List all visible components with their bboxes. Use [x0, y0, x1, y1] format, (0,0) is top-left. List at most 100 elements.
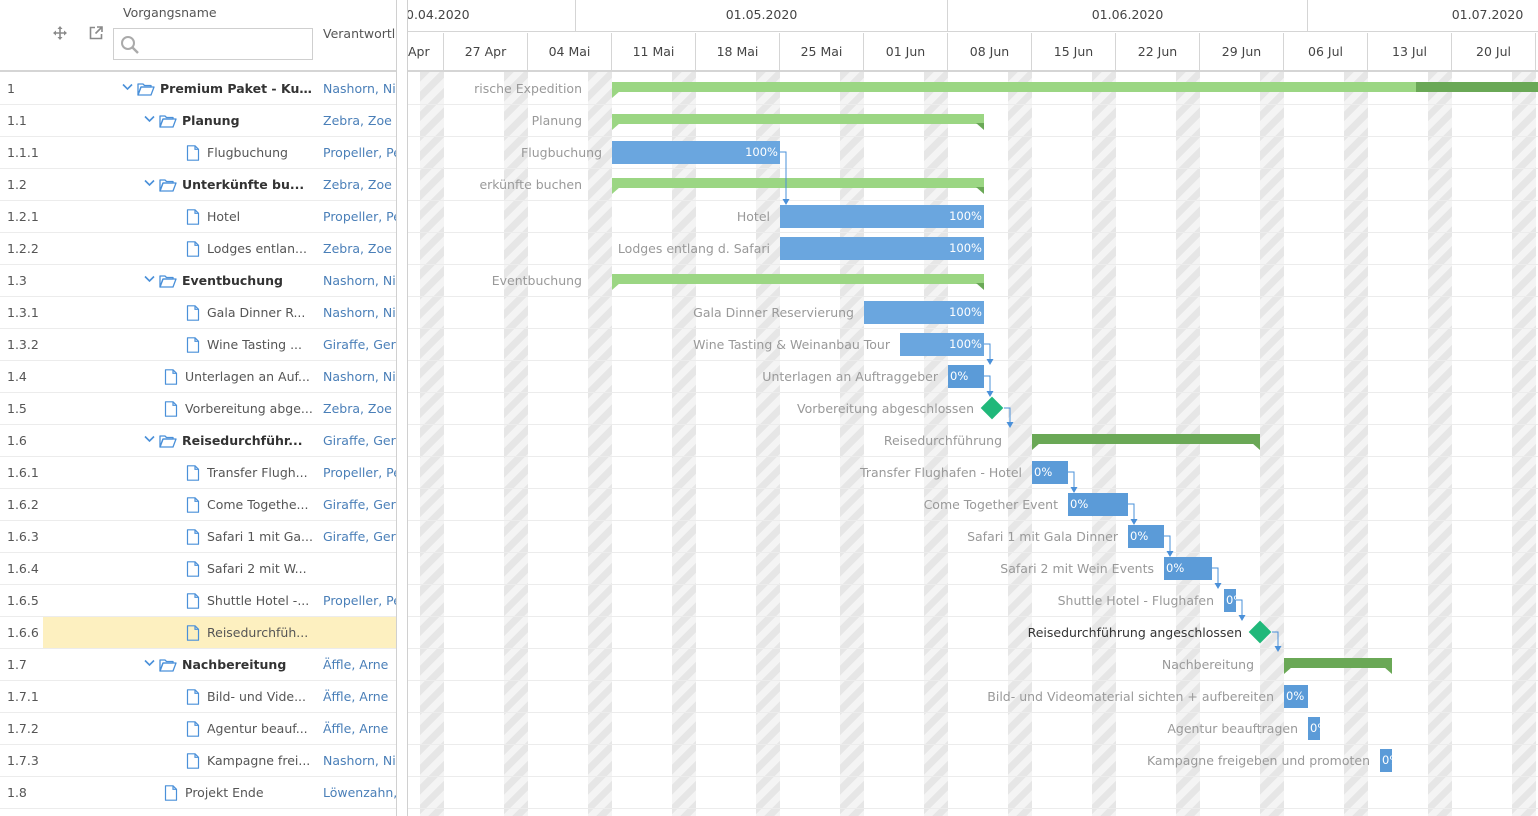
table-row[interactable]: 1 Premium Paket - Ku... Nashorn, Nir — [0, 73, 398, 105]
table-row[interactable]: 1.6.2 Come Togethe... Giraffe, Gerd — [0, 489, 398, 521]
table-row[interactable]: 1.5 Vorbereitung abge... Zebra, Zoe — [0, 393, 398, 425]
file-icon — [186, 145, 202, 161]
task-bar-label: Safari 1 mit Gala Dinner — [967, 529, 1118, 544]
table-row[interactable]: 1.2.1 Hotel Propeller, Pe — [0, 201, 398, 233]
row-line — [408, 520, 1538, 521]
task-bar[interactable]: 0% — [1380, 749, 1392, 772]
row-line — [408, 328, 1538, 329]
chevron-down-icon[interactable] — [143, 649, 155, 681]
file-icon — [164, 785, 180, 801]
task-bar[interactable]: 0% — [1128, 525, 1164, 548]
summary-bar[interactable] — [612, 274, 984, 284]
wbs-number: 1.1 — [7, 113, 27, 128]
search-input[interactable] — [144, 33, 304, 55]
task-bar-label: Come Together Event — [923, 497, 1058, 512]
table-row[interactable]: 1.1 Planung Zebra, Zoe — [0, 105, 398, 137]
weekend-stripe — [504, 72, 528, 816]
table-row[interactable]: 1.2 Unterkünfte bu... Zebra, Zoe — [0, 169, 398, 201]
table-row[interactable]: 1.6.6 Reisedurchfüh... — [0, 617, 398, 649]
file-icon — [164, 401, 180, 417]
chevron-down-icon[interactable] — [143, 169, 155, 201]
task-name: Reisedurchfüh... — [207, 625, 309, 640]
task-bar[interactable]: 100% — [864, 301, 984, 324]
dependency-link — [1212, 567, 1219, 583]
task-bar[interactable]: 0% — [1164, 557, 1212, 580]
table-row[interactable]: 1.2.2 Lodges entlan... Zebra, Zoe — [0, 233, 398, 265]
milestone-diamond[interactable] — [980, 396, 1004, 420]
row-line — [408, 264, 1538, 265]
task-name: Safari 1 mit Ga... — [207, 529, 313, 544]
table-row[interactable]: 1.8 Projekt Ende Löwenzahn, — [0, 777, 398, 809]
table-row[interactable]: 1.4 Unterlagen an Auf... Nashorn, Nir — [0, 361, 398, 393]
column-header-responsible[interactable]: Verantwortli — [323, 26, 397, 41]
table-row[interactable]: 1.7 Nachbereitung Äffle, Arne — [0, 649, 398, 681]
task-bar[interactable]: 0% — [948, 365, 984, 388]
weekend-stripe — [1428, 72, 1452, 816]
task-bar[interactable]: 100% — [780, 237, 984, 260]
task-name: Reisedurchführ... — [182, 433, 303, 448]
dependency-link — [1128, 503, 1135, 519]
responsible-cell: Zebra, Zoe — [323, 113, 392, 128]
table-row[interactable]: 1.7.1 Bild- und Vide... Äffle, Arne — [0, 681, 398, 713]
timeline-body: rische Expedition Planung 100% Flugbuchung e… — [408, 72, 1538, 816]
summary-bar-ends — [612, 91, 620, 98]
responsible-cell: Giraffe, Gerd — [323, 497, 397, 512]
name-cell: Eventbuchung — [43, 265, 397, 296]
splitter-handle[interactable] — [396, 0, 408, 816]
external-link-icon[interactable] — [88, 26, 104, 42]
table-row[interactable]: 1.1.1 Flugbuchung Propeller, Pe — [0, 137, 398, 169]
week-header: 08 Jun — [948, 33, 1032, 71]
table-row[interactable]: 1.6.5 Shuttle Hotel -... Propeller, Pe — [0, 585, 398, 617]
name-cell: Gala Dinner R... — [43, 297, 397, 328]
table-row[interactable]: 1.3.2 Wine Tasting ... Giraffe, Gerd — [0, 329, 398, 361]
table-row[interactable]: 1.6.1 Transfer Flugh... Propeller, Pe — [0, 457, 398, 489]
task-bar[interactable]: 100% — [780, 205, 984, 228]
column-header-name[interactable]: Vorgangsname — [123, 5, 217, 20]
task-bar[interactable]: 0% — [1308, 717, 1320, 740]
dependency-link — [984, 343, 991, 359]
chevron-down-icon[interactable] — [121, 73, 133, 105]
responsible-cell: Nashorn, Nir — [323, 753, 397, 768]
summary-bar[interactable] — [1284, 658, 1392, 668]
summary-bar[interactable] — [612, 82, 1538, 92]
week-header: Apr — [408, 33, 444, 71]
task-bar[interactable]: 0% — [1224, 589, 1236, 612]
chevron-down-icon[interactable] — [143, 425, 155, 457]
table-row[interactable]: 1.7.3 Kampagne frei... Nashorn, Nir — [0, 745, 398, 777]
task-name: Unterlagen an Auf... — [185, 369, 310, 384]
file-icon — [186, 465, 202, 481]
table-row[interactable]: 1.7.2 Agentur beauf... Äffle, Arne — [0, 713, 398, 745]
name-cell: Flugbuchung — [43, 137, 397, 168]
summary-bar[interactable] — [612, 178, 984, 188]
task-name: Shuttle Hotel -... — [207, 593, 310, 608]
table-row[interactable]: 1.6.3 Safari 1 mit Ga... Giraffe, Gerd — [0, 521, 398, 553]
task-name: Transfer Flugh... — [207, 465, 308, 480]
summary-bar[interactable] — [1032, 434, 1260, 444]
search-icon — [121, 36, 139, 54]
row-line — [408, 680, 1538, 681]
task-bar[interactable]: 0% — [1284, 685, 1308, 708]
folder-open-icon — [159, 433, 177, 449]
task-bar[interactable]: 0% — [1068, 493, 1128, 516]
file-icon — [186, 753, 202, 769]
summary-bar[interactable] — [612, 114, 984, 124]
wbs-number: 1.3.2 — [7, 337, 39, 352]
task-bar[interactable]: 100% — [612, 141, 780, 164]
table-row[interactable]: 1.3 Eventbuchung Nashorn, Nir — [0, 265, 398, 297]
week-header: 13 Jul — [1368, 33, 1452, 71]
responsible-cell: Löwenzahn, — [323, 785, 397, 800]
task-bar[interactable]: 0% — [1032, 461, 1068, 484]
task-bar-label: Gala Dinner Reservierung — [693, 305, 854, 320]
table-row[interactable]: 1.6.4 Safari 2 mit W... — [0, 553, 398, 585]
folder-open-icon — [159, 273, 177, 289]
task-progress-label: 0% — [1226, 593, 1236, 607]
move-arrows-icon[interactable] — [52, 26, 68, 42]
chevron-down-icon[interactable] — [143, 105, 155, 137]
wbs-number: 1.6.6 — [7, 625, 39, 640]
task-bar[interactable]: 100% — [900, 333, 984, 356]
table-row[interactable]: 1.3.1 Gala Dinner R... Nashorn, Nir — [0, 297, 398, 329]
chevron-down-icon[interactable] — [143, 265, 155, 297]
file-icon — [186, 721, 202, 737]
table-row[interactable]: 1.6 Reisedurchführ... Giraffe, Gerd — [0, 425, 398, 457]
responsible-cell: Propeller, Pe — [323, 145, 397, 160]
